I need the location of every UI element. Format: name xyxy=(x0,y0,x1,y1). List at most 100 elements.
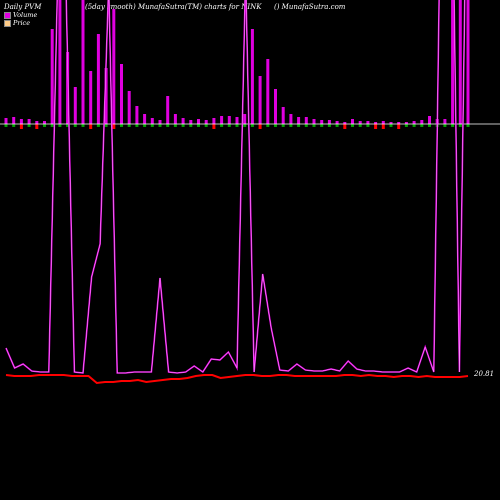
volume-bar xyxy=(19,119,23,124)
volume-bar xyxy=(104,68,108,124)
volume-bar xyxy=(258,76,262,124)
volume-bar xyxy=(189,120,193,124)
volume-bar-base xyxy=(89,124,93,129)
volume-bar-base xyxy=(374,124,378,129)
volume-bar-base xyxy=(4,124,8,127)
volume-bar xyxy=(127,91,131,124)
volume-bar-base xyxy=(412,124,416,127)
volume-bar-base xyxy=(327,124,331,127)
volume-bar-base xyxy=(173,124,177,127)
volume-line-highlight xyxy=(5,0,465,374)
volume-bar xyxy=(366,121,370,124)
volume-bar-base xyxy=(204,124,208,127)
volume-bar xyxy=(212,118,216,124)
volume-bar-base xyxy=(289,124,293,127)
price-swatch xyxy=(4,19,11,27)
volume-bar xyxy=(466,0,470,124)
legend-item-price: Price xyxy=(4,19,37,27)
volume-bar-base xyxy=(366,124,370,127)
volume-bar-base xyxy=(104,124,108,127)
volume-bar xyxy=(120,64,123,124)
volume-bar-base xyxy=(112,124,116,129)
volume-bar xyxy=(458,0,462,124)
volume-bar xyxy=(389,122,393,124)
volume-bar xyxy=(112,9,116,124)
volume-bar-base xyxy=(404,124,408,127)
volume-bar-base xyxy=(381,124,385,129)
volume-bar xyxy=(451,0,455,124)
volume-bar-base xyxy=(274,124,277,127)
legend: Volume Price xyxy=(4,11,37,27)
volume-bar-base xyxy=(212,124,216,129)
volume-bar xyxy=(404,122,408,124)
volume-bar xyxy=(235,117,239,124)
legend-label-price: Price xyxy=(13,19,31,27)
volume-bar xyxy=(443,119,447,124)
volume-bar-base xyxy=(12,124,16,127)
volume-bar xyxy=(274,89,277,124)
volume-bar xyxy=(312,119,316,124)
volume-bar xyxy=(266,59,270,124)
volume-bar-base xyxy=(420,124,424,127)
volume-bar-base xyxy=(150,124,154,127)
volume-bar xyxy=(58,0,62,124)
volume-bar xyxy=(4,118,8,124)
chart-title: (5day smooth) MunafaSutra(TM) charts for… xyxy=(85,3,262,11)
volume-bar xyxy=(327,120,331,124)
volume-bar-base xyxy=(135,124,139,127)
volume-bar-base xyxy=(312,124,316,127)
volume-bar xyxy=(150,118,154,124)
volume-bar-base xyxy=(235,124,239,127)
volume-bar-base xyxy=(397,124,401,129)
volume-bar xyxy=(12,117,16,124)
volume-bar-base xyxy=(27,124,31,127)
volume-bar-base xyxy=(466,124,470,127)
volume-bar xyxy=(374,122,378,124)
volume-bar xyxy=(250,29,254,124)
volume-bar xyxy=(50,29,54,124)
chart-type-label: Daily PVM xyxy=(4,3,42,11)
volume-bar xyxy=(158,120,162,124)
volume-bar xyxy=(304,117,308,124)
volume-bar-base xyxy=(304,124,308,127)
volume-bar-base xyxy=(66,124,70,127)
volume-line xyxy=(5,0,466,374)
volume-bar xyxy=(197,119,200,124)
volume-bars xyxy=(4,0,470,129)
volume-bar xyxy=(135,106,139,124)
volume-bar-base xyxy=(166,124,170,127)
volume-bar-base xyxy=(158,124,162,127)
volume-bar-base xyxy=(335,124,339,127)
volume-bar xyxy=(173,114,177,124)
volume-bar xyxy=(289,114,293,124)
price-value-label: 20.81 xyxy=(473,370,494,378)
volume-bar-base xyxy=(389,124,393,127)
legend-label-volume: Volume xyxy=(13,11,38,19)
volume-bar xyxy=(227,116,231,124)
volume-bar xyxy=(343,122,347,124)
site-credit: () MunafaSutra.com xyxy=(274,3,346,11)
volume-bar-base xyxy=(281,124,285,127)
volume-bar xyxy=(43,121,46,124)
volume-bar xyxy=(335,121,339,124)
volume-bar xyxy=(96,34,100,124)
volume-bar-base xyxy=(343,124,347,129)
volume-bar xyxy=(428,116,431,124)
volume-bar-base xyxy=(96,124,100,127)
volume-bar xyxy=(412,121,416,124)
volume-bar xyxy=(73,87,77,124)
volume-bar-base xyxy=(189,124,193,127)
volume-bar-base xyxy=(443,124,447,127)
volume-bar-base xyxy=(81,124,85,127)
volume-bar xyxy=(81,0,85,124)
volume-bar-base xyxy=(35,124,39,129)
volume-bar xyxy=(351,119,354,124)
volume-bar xyxy=(281,107,285,124)
volume-bar xyxy=(27,119,31,124)
volume-bar-base xyxy=(243,124,247,127)
volume-bar xyxy=(397,122,401,124)
volume-bar xyxy=(381,121,385,124)
volume-bar xyxy=(243,114,247,124)
volume-bar xyxy=(320,120,324,124)
